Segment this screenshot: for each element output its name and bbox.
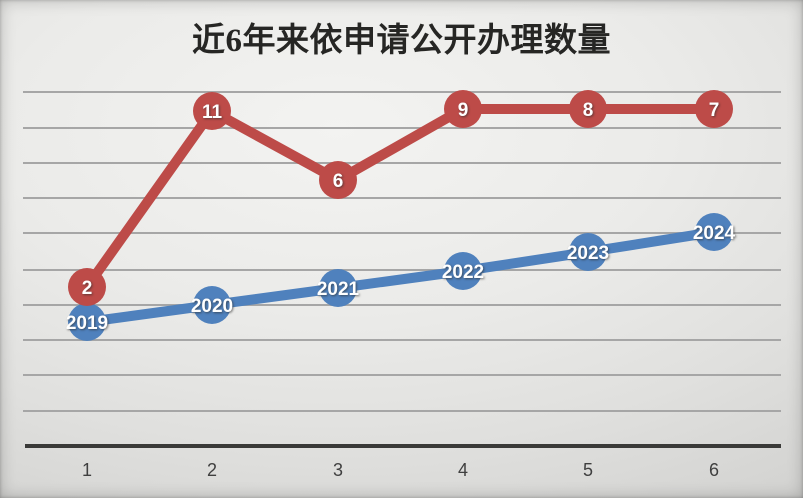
year-series-data-label: 2020 — [191, 296, 233, 317]
year-series-data-label: 2019 — [66, 313, 108, 334]
chart-title: 近6年来依申请公开办理数量 — [192, 23, 611, 59]
count-series-data-label: 2 — [82, 278, 93, 299]
count-series-line — [82, 104, 719, 292]
year-series-data-label: 2021 — [317, 279, 360, 300]
x-tick-label: 4 — [458, 460, 468, 480]
count-series-marker — [319, 161, 357, 199]
count-series-marker — [695, 90, 733, 128]
count-series-data-label: 7 — [709, 100, 720, 121]
year-series-marker — [569, 233, 607, 271]
year-series-data-label: 2022 — [442, 262, 484, 283]
count-series-marker — [68, 268, 106, 306]
year-series-marker — [193, 286, 231, 324]
year-series-line — [82, 227, 719, 327]
x-tick-label: 3 — [333, 460, 343, 480]
year-series-data-label: 2023 — [567, 243, 609, 264]
x-tick-label: 5 — [583, 460, 593, 480]
count-series-marker — [193, 92, 231, 130]
count-series-data-label: 9 — [458, 100, 469, 121]
x-tick-label: 1 — [82, 460, 92, 480]
x-tick-label: 2 — [207, 460, 217, 480]
count-series-marker — [444, 90, 482, 128]
count-series-marker — [569, 90, 607, 128]
count-series-data-label: 11 — [202, 102, 223, 123]
year-series-data-label: 2024 — [693, 223, 736, 244]
year-series-marker — [319, 269, 357, 307]
year-series-marker — [444, 252, 482, 290]
count-series-data-label: 6 — [333, 171, 344, 192]
count-series-data-label: 8 — [583, 100, 594, 121]
year-series-marker — [695, 213, 733, 251]
x-tick-label: 6 — [709, 460, 719, 480]
year-series-marker — [68, 303, 106, 341]
